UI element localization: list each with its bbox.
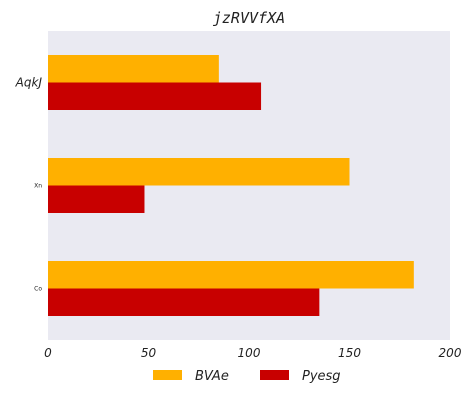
bar-BVAe-Co bbox=[48, 261, 414, 289]
chart-title: jzRVVfXA bbox=[213, 9, 285, 27]
x-axis-ticks: 0 50 100 150 200 bbox=[44, 346, 462, 360]
bar-Pyesg-Co bbox=[48, 288, 320, 316]
x-tick-label: 200 bbox=[439, 346, 462, 360]
x-tick-label: 150 bbox=[338, 346, 361, 360]
legend-label-BVAe: BVAe bbox=[195, 369, 229, 384]
bar-Pyesg-AqkJ bbox=[48, 82, 262, 110]
bars-group bbox=[48, 55, 414, 316]
y-tick-label: AqkJ bbox=[15, 76, 43, 90]
legend-label-Pyesg: Pyesg bbox=[302, 369, 341, 384]
y-axis-ticks: AqkJ Xn Co bbox=[15, 76, 43, 293]
x-tick-label: 50 bbox=[141, 346, 157, 360]
legend: BVAe Pyesg bbox=[153, 369, 341, 384]
bar-BVAe-AqkJ bbox=[48, 55, 219, 83]
x-tick-label: 100 bbox=[238, 346, 261, 360]
y-tick-label: Xn bbox=[34, 183, 42, 190]
y-tick-label: Co bbox=[34, 286, 42, 293]
bar-Pyesg-Xn bbox=[48, 185, 145, 213]
bar-BVAe-Xn bbox=[48, 158, 350, 186]
x-tick-label: 0 bbox=[44, 346, 52, 360]
legend-swatch-Pyesg bbox=[260, 370, 289, 380]
legend-swatch-BVAe bbox=[153, 370, 182, 380]
